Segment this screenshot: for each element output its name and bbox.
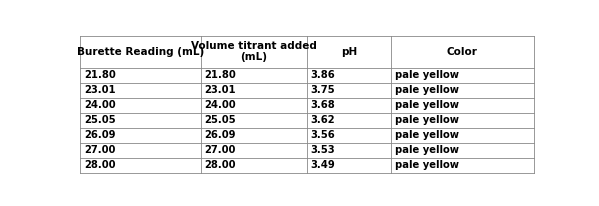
Text: 24.00: 24.00 — [84, 100, 116, 110]
Text: 3.49: 3.49 — [311, 160, 335, 171]
Text: 23.01: 23.01 — [84, 85, 116, 95]
Text: 3.56: 3.56 — [311, 130, 335, 140]
Text: 3.68: 3.68 — [311, 100, 335, 110]
Text: pale yellow: pale yellow — [395, 115, 458, 125]
Text: 24.00: 24.00 — [204, 100, 236, 110]
Text: Burette Reading (mL): Burette Reading (mL) — [77, 47, 204, 57]
Text: pale yellow: pale yellow — [395, 130, 458, 140]
Text: 27.00: 27.00 — [84, 145, 116, 155]
Text: 25.05: 25.05 — [84, 115, 116, 125]
Text: pale yellow: pale yellow — [395, 160, 458, 171]
Text: 26.09: 26.09 — [204, 130, 236, 140]
Text: pale yellow: pale yellow — [395, 85, 458, 95]
Text: 25.05: 25.05 — [204, 115, 236, 125]
Text: 26.09: 26.09 — [84, 130, 116, 140]
Text: 21.80: 21.80 — [204, 70, 236, 80]
Text: 3.62: 3.62 — [311, 115, 335, 125]
Text: 3.75: 3.75 — [311, 85, 335, 95]
Text: pale yellow: pale yellow — [395, 70, 458, 80]
Text: pale yellow: pale yellow — [395, 145, 458, 155]
Text: 3.53: 3.53 — [311, 145, 335, 155]
Text: pale yellow: pale yellow — [395, 100, 458, 110]
Text: Volume titrant added
(mL): Volume titrant added (mL) — [191, 41, 317, 62]
Text: 3.86: 3.86 — [311, 70, 335, 80]
Text: 27.00: 27.00 — [204, 145, 235, 155]
Text: 23.01: 23.01 — [204, 85, 236, 95]
Text: 28.00: 28.00 — [204, 160, 236, 171]
Text: pH: pH — [341, 47, 357, 57]
Text: 21.80: 21.80 — [84, 70, 116, 80]
Text: 28.00: 28.00 — [84, 160, 116, 171]
Text: Color: Color — [447, 47, 477, 57]
